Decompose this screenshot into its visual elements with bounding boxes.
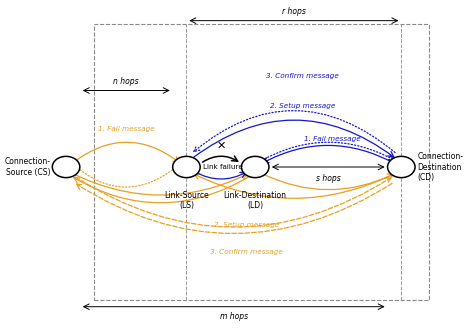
Circle shape [52,156,80,178]
Text: Connection-
Destination
(CD): Connection- Destination (CD) [417,152,463,182]
Text: m hops: m hops [219,312,248,321]
Text: n hops: n hops [113,76,139,86]
Text: 2. Setup message: 2. Setup message [214,222,279,228]
Text: Connection-
Source (CS): Connection- Source (CS) [4,157,50,177]
Text: r hops: r hops [282,7,306,16]
Text: 2. Setup message: 2. Setup message [270,103,335,109]
Circle shape [388,156,415,178]
Text: Link-Destination
(LD): Link-Destination (LD) [224,191,287,210]
Text: ✕: ✕ [216,140,226,150]
Circle shape [172,156,200,178]
Text: Link failure: Link failure [203,164,243,170]
Text: 3. Confirm message: 3. Confirm message [210,249,283,255]
Text: 1. Fail message: 1. Fail message [98,126,155,132]
Text: Link-Source
(LS): Link-Source (LS) [164,191,209,210]
Circle shape [242,156,269,178]
Text: 1. Fail message: 1. Fail message [304,136,361,142]
Text: 3. Confirm message: 3. Confirm message [266,73,339,79]
Text: s hops: s hops [316,174,341,183]
